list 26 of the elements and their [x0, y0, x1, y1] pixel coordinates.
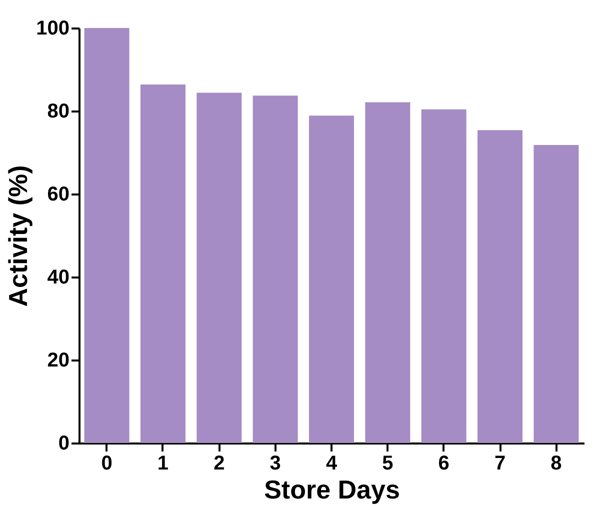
y-tick-label: 60	[47, 184, 70, 206]
y-tick-label: 0	[58, 432, 70, 454]
x-tick-label: 6	[438, 452, 450, 474]
y-tick-label: 80	[47, 100, 70, 122]
x-tick-label: 5	[382, 452, 394, 474]
x-tick-label: 2	[214, 452, 225, 474]
x-tick-label: 8	[550, 452, 562, 474]
x-tick-label: 4	[326, 452, 338, 474]
x-tick-label: 7	[494, 452, 506, 474]
x-tick-label: 1	[157, 452, 169, 474]
bar	[478, 130, 523, 443]
y-axis-title: Activity (%)	[3, 165, 34, 307]
bar	[252, 96, 298, 443]
x-tick-label: 0	[101, 452, 112, 474]
bar	[421, 109, 466, 443]
y-tick-label: 40	[47, 266, 70, 288]
bar	[84, 28, 130, 443]
x-axis-title: Store Days	[264, 474, 400, 504]
bar	[365, 102, 410, 443]
bar	[534, 145, 579, 443]
bar	[309, 116, 354, 443]
bar	[196, 92, 242, 443]
y-tick-label: 20	[47, 350, 70, 372]
x-tick-label: 3	[270, 452, 281, 474]
y-tick-label: 100	[36, 18, 70, 40]
bar	[140, 84, 186, 443]
